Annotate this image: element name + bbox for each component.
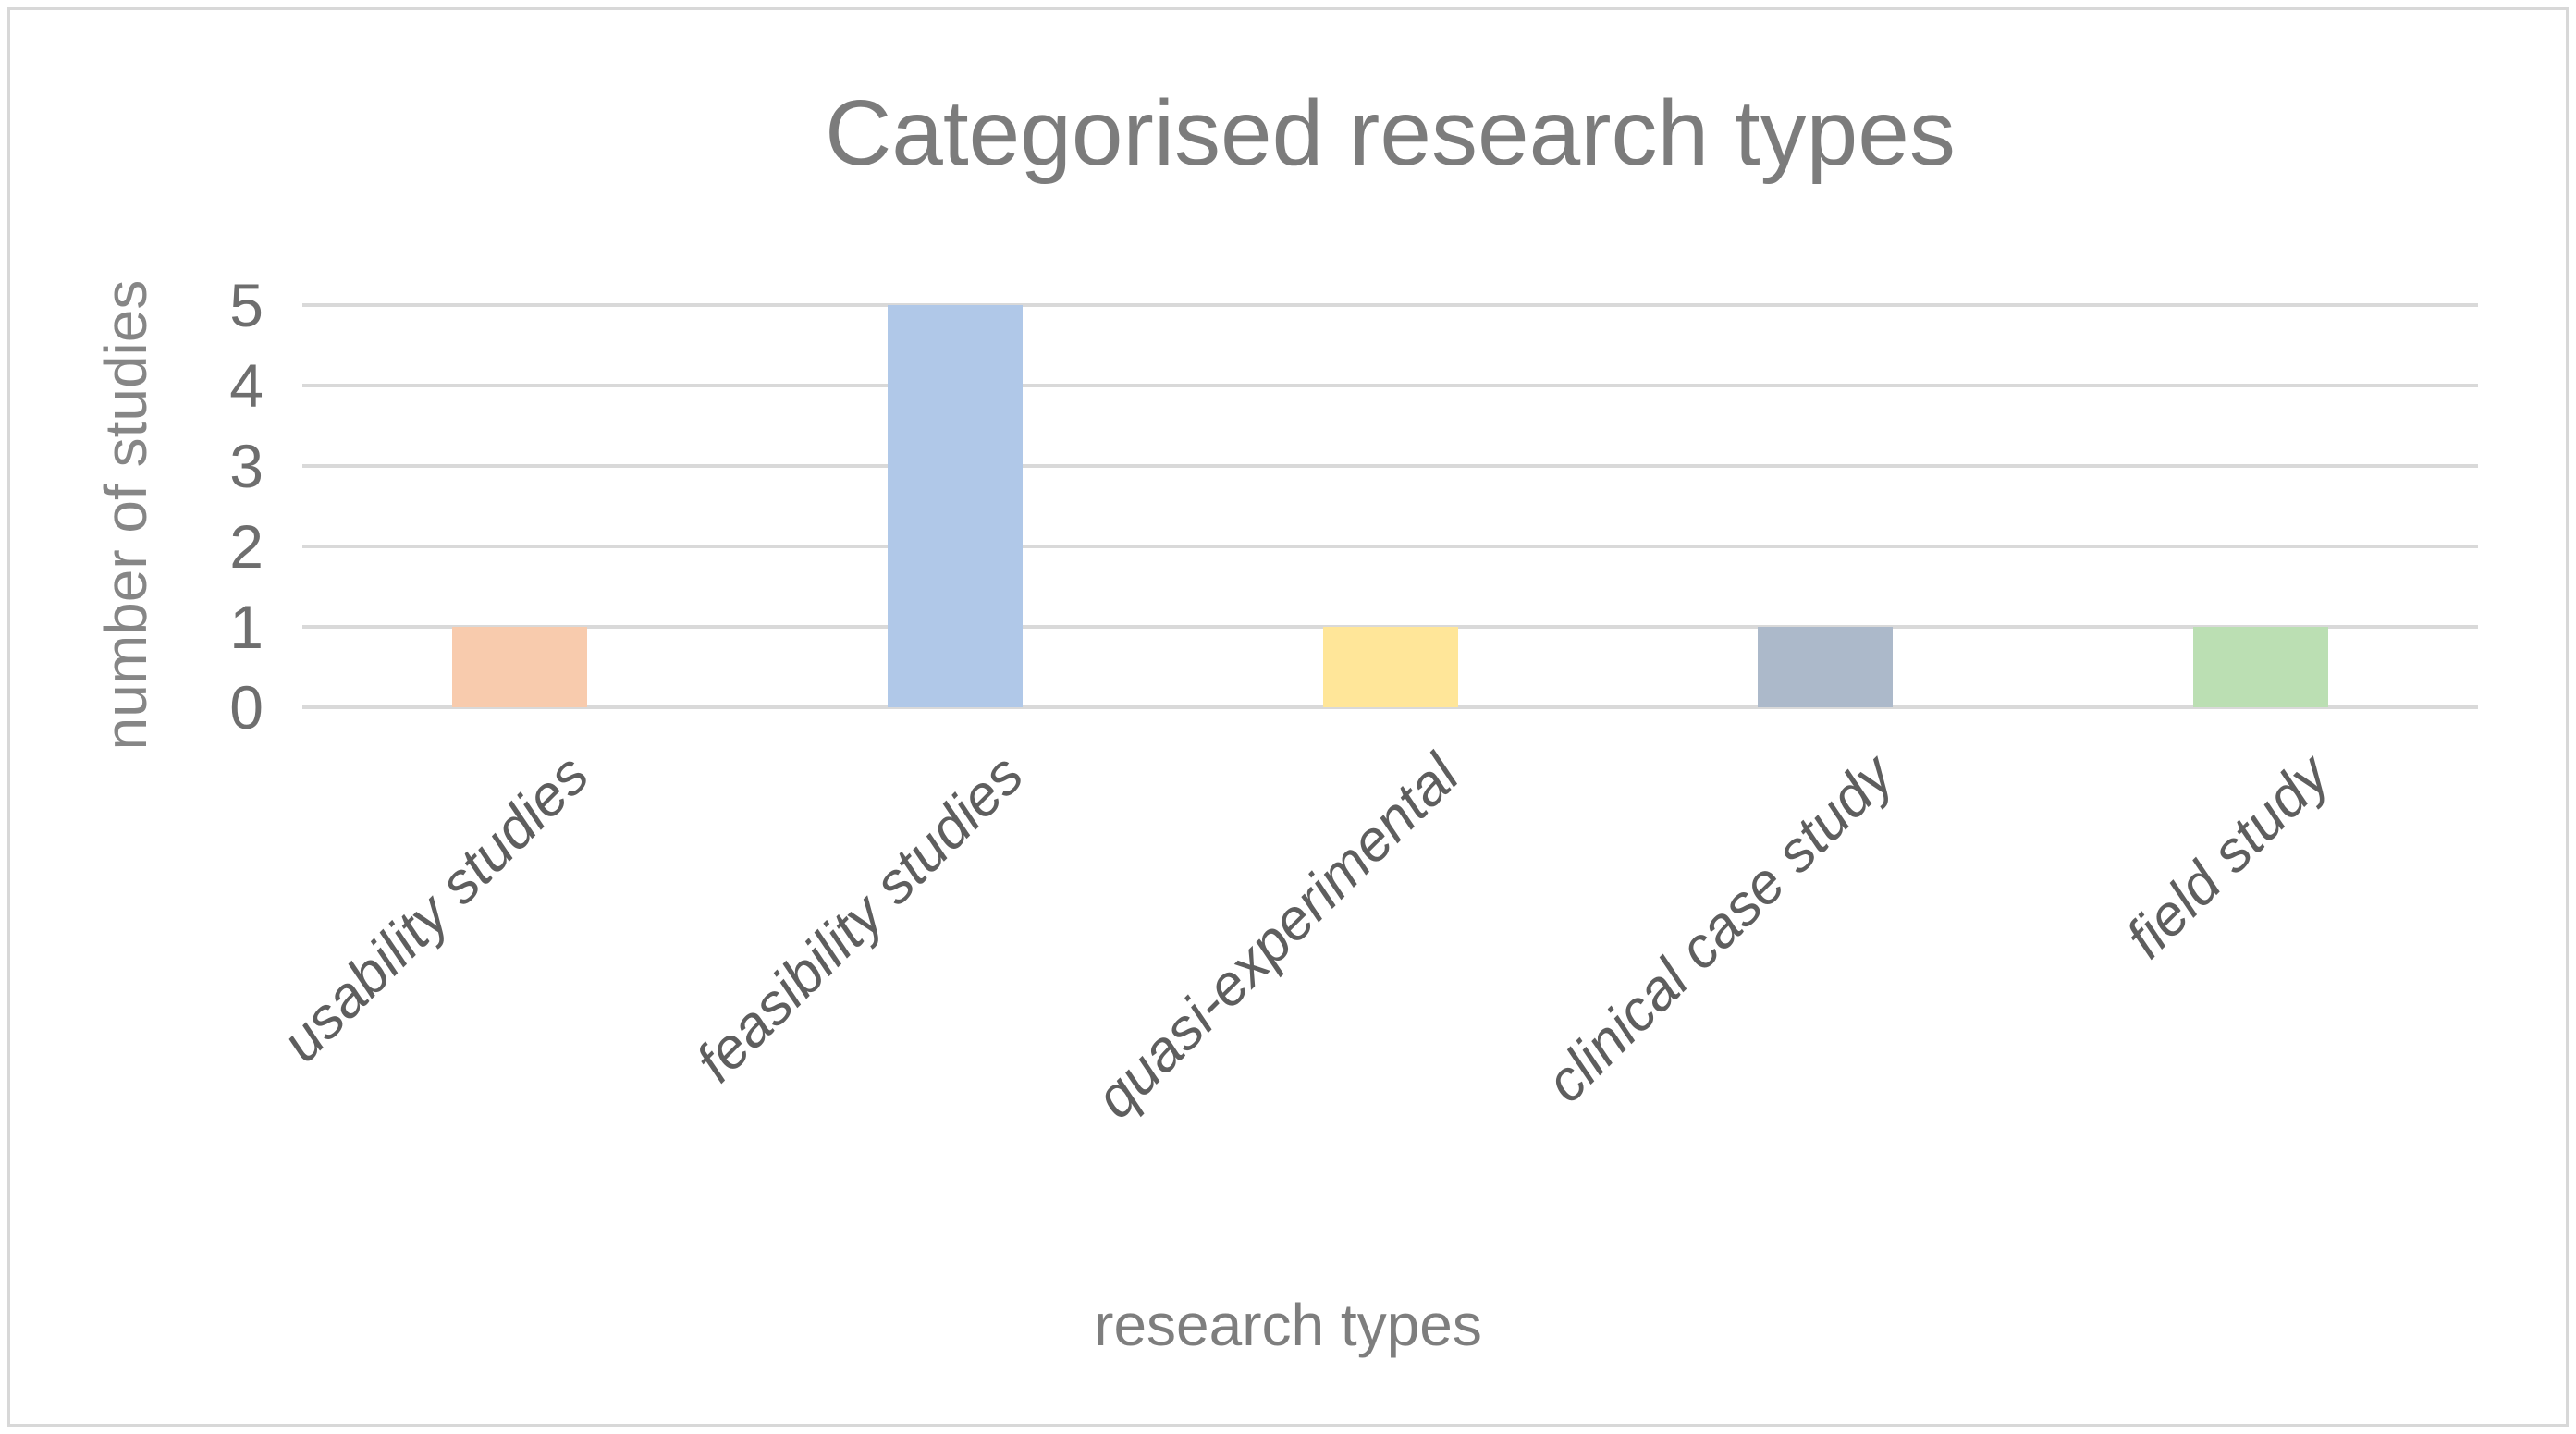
y-tick-label-3: 3 [229, 432, 264, 500]
gridline-y-4 [302, 384, 2478, 387]
chart-border-frame [7, 7, 2569, 1427]
x-axis-title: research types [1094, 1292, 1482, 1358]
y-tick-label-4: 4 [229, 351, 264, 420]
y-tick-label-5: 5 [229, 271, 264, 339]
gridline-y-0 [302, 705, 2478, 709]
gridline-y-3 [302, 464, 2478, 468]
bar-quasi-experimental [1322, 627, 1458, 707]
gridline-y-5 [302, 303, 2478, 307]
bar-field-study [2192, 627, 2328, 707]
y-axis-title: number of studies [92, 279, 159, 751]
y-tick-label-1: 1 [229, 593, 264, 661]
bar-feasibility-studies [887, 305, 1023, 707]
bar-clinical-case-study [1758, 627, 1894, 707]
gridline-y-2 [302, 545, 2478, 548]
y-tick-label-2: 2 [229, 512, 264, 581]
bar-usability-studies [452, 627, 588, 707]
y-tick-label-0: 0 [229, 673, 264, 742]
chart-title: Categorised research types [825, 81, 1956, 185]
